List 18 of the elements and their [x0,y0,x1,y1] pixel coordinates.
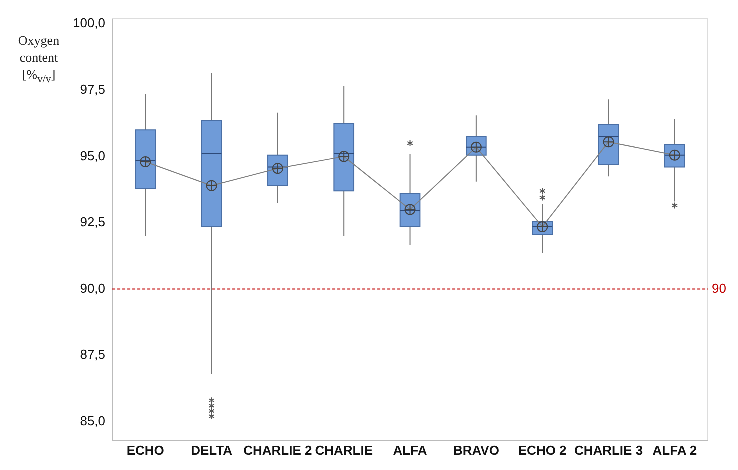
x-tick-label: CHARLIE 3 [574,442,644,458]
y-tick-label: 85,0 [80,413,106,428]
x-tick-label: CHARLIE 2 [244,442,312,458]
y-tick-label: 87,5 [80,347,106,362]
x-tick-label: ECHO 2 [518,442,567,458]
y-tick-label: 90,0 [80,280,106,296]
y-axis-title: Oxygen content [%$_{v/v}$] [17,32,61,88]
x-tick-label: BRAVO [453,442,500,458]
y-tick-label: 92,5 [80,214,106,230]
y-tick-label: 100,0 [72,16,106,31]
y-tick-label: 95,0 [80,148,106,164]
y-tick-label: 97,5 [80,82,106,97]
x-tick-label: CHARLIE [315,442,374,458]
x-tick-label: ECHO [126,442,164,458]
x-tick-label: DELTA [191,442,234,458]
x-tick-label: ALFA [393,442,428,458]
x-tick-label: ALFA 2 [652,442,698,458]
ref-line-label: 90 [712,280,726,296]
